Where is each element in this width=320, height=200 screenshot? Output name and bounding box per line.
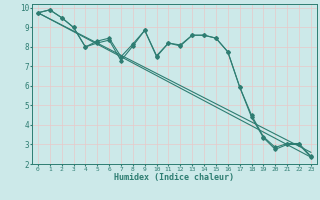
X-axis label: Humidex (Indice chaleur): Humidex (Indice chaleur) — [115, 173, 234, 182]
